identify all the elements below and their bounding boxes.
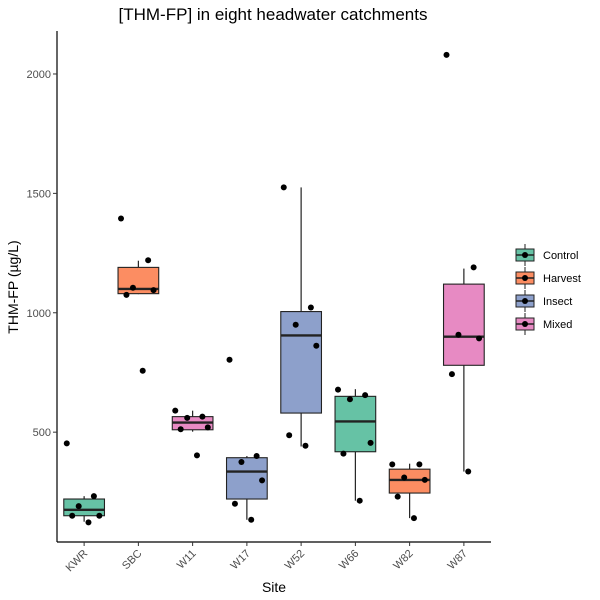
data-point <box>313 342 320 349</box>
data-point <box>401 474 408 481</box>
data-point <box>470 264 477 271</box>
data-point <box>280 184 287 191</box>
data-point <box>302 442 309 449</box>
data-point <box>123 291 130 298</box>
legend-key-point <box>522 298 528 304</box>
legend-item-insect: Insect <box>515 290 572 312</box>
y-axis-title: THM-FP (µg/L) <box>5 240 21 333</box>
data-point <box>204 424 211 431</box>
data-point <box>193 452 200 459</box>
legend-key-point <box>522 275 528 281</box>
data-point <box>199 413 206 420</box>
legend-label: Insect <box>543 296 572 308</box>
x-axis-title: Site <box>262 579 286 595</box>
data-point <box>416 461 423 468</box>
data-point <box>145 257 152 264</box>
data-point <box>253 453 260 460</box>
data-point <box>448 371 455 378</box>
legend-label: Harvest <box>543 273 581 285</box>
data-point <box>118 215 125 222</box>
y-axis-ticks: 500 1000 1500 2000 <box>27 69 57 439</box>
data-point <box>231 500 238 507</box>
data-point <box>335 386 342 393</box>
y-tick-label: 1000 <box>27 308 51 320</box>
data-point <box>259 477 266 484</box>
data-point <box>63 440 70 447</box>
plot-area <box>63 51 485 526</box>
data-point <box>307 304 314 311</box>
data-point <box>362 392 369 399</box>
data-point <box>238 459 245 466</box>
legend-item-mixed: Mixed <box>515 313 572 335</box>
data-point <box>150 287 157 294</box>
legend-key-point <box>522 321 528 327</box>
data-point <box>96 512 103 519</box>
data-point <box>75 503 82 510</box>
chart-title: [THM-FP] in eight headwater catchments <box>119 5 428 24</box>
legend-key-point <box>522 252 528 258</box>
data-point <box>389 461 396 468</box>
data-point <box>421 476 428 483</box>
data-point <box>177 426 184 433</box>
legend-label: Mixed <box>543 319 572 331</box>
data-point <box>292 321 299 328</box>
data-point <box>129 284 136 291</box>
data-point <box>356 497 363 504</box>
data-point <box>90 493 97 500</box>
legend-item-control: Control <box>515 244 578 266</box>
data-point <box>465 468 472 475</box>
data-point <box>394 493 401 500</box>
data-point <box>455 331 462 338</box>
data-point <box>172 407 179 414</box>
data-point <box>139 367 146 374</box>
data-point <box>367 439 374 446</box>
box-w87 <box>442 283 485 366</box>
legend: Control Harvest Insect Mixed <box>515 244 581 335</box>
data-point <box>410 515 417 522</box>
data-point <box>248 516 255 523</box>
data-point <box>286 432 293 439</box>
data-point <box>476 335 483 342</box>
box-kwr <box>63 498 106 517</box>
y-tick-label: 2000 <box>27 69 51 81</box>
data-point <box>346 396 353 403</box>
box-w52 <box>280 311 323 414</box>
data-point <box>69 512 76 519</box>
data-point <box>340 450 347 457</box>
y-tick-label: 1500 <box>27 188 51 200</box>
y-tick-label: 500 <box>33 427 51 439</box>
data-point <box>184 414 191 421</box>
legend-item-harvest: Harvest <box>515 267 581 289</box>
data-point <box>226 356 233 363</box>
data-point <box>85 519 92 526</box>
legend-label: Control <box>543 250 578 262</box>
data-point <box>443 51 450 58</box>
